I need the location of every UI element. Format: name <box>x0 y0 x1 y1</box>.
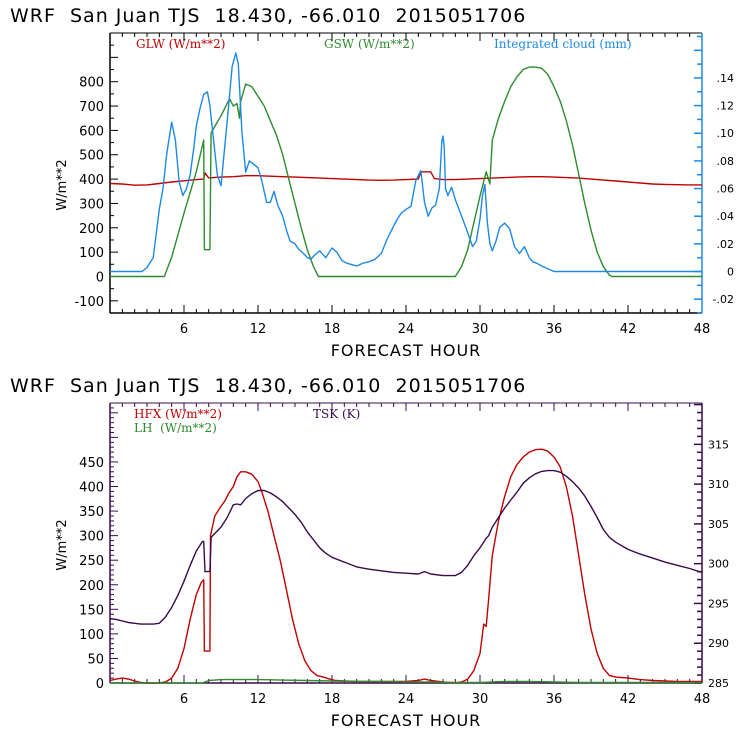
bottom-x-tick-label: 12 <box>250 692 267 707</box>
top-y2-tick-label: .04 <box>717 210 735 223</box>
top-axes: 6 12 18 24 30 36 42 48 -100 0 100 200 300 400 500 600 70… <box>74 32 735 337</box>
bottom-y2-tick-label: 295 <box>708 597 729 610</box>
flux-temperature-panel: WRF San Juan TJS 18.430, -66.010 2015051… <box>10 375 729 730</box>
bottom-y-tick-label: 250 <box>79 554 104 569</box>
top-x-tick-label: 30 <box>472 322 489 337</box>
top-y-tick-label: 700 <box>79 100 104 115</box>
top-y-tick-label: 500 <box>79 149 104 164</box>
bottom-y-tick-label: 100 <box>79 628 104 643</box>
series-gsw-line <box>110 66 702 278</box>
legend-lh: LH (W/m**2) <box>134 421 217 435</box>
series-glw-line <box>109 171 702 186</box>
top-x-tick-label: 18 <box>324 322 341 337</box>
top-y-tick-label: -100 <box>74 295 104 310</box>
bottom-y-tick-label: 0 <box>96 677 104 692</box>
series-hfx-line <box>109 448 702 684</box>
bottom-chart-title: WRF San Juan TJS 18.430, -66.010 2015051… <box>10 375 526 397</box>
top-y2-tick-label: .02 <box>717 238 735 251</box>
top-y2-tick-label: -.02 <box>713 293 734 306</box>
top-y2-tick-label: 0 <box>727 266 734 279</box>
top-x-tick-label: 48 <box>694 322 711 337</box>
bottom-y2-tick-label: 290 <box>708 637 729 650</box>
legend-glw: GLW (W/m**2) <box>136 37 225 51</box>
bottom-y2-tick-label: 285 <box>708 677 729 690</box>
bottom-y-tick-label: 150 <box>79 603 104 618</box>
top-y2-tick-label: .12 <box>717 100 735 113</box>
bottom-x-tick-label: 36 <box>546 692 563 707</box>
top-y-tick-label: 300 <box>79 197 104 212</box>
series-lh-line <box>110 678 702 684</box>
bottom-y2-tick-label: 310 <box>708 478 729 491</box>
series-tsk-line <box>109 469 703 625</box>
bottom-y2-tick-label: 315 <box>708 438 729 451</box>
top-x-tick-label: 42 <box>620 322 637 337</box>
bottom-y-tick-label: 300 <box>79 530 104 545</box>
top-y-tick-label: 0 <box>96 270 104 285</box>
bottom-x-tick-label: 42 <box>620 692 637 707</box>
bottom-x-tick-label: 6 <box>180 692 188 707</box>
bottom-y2-tick-label: 305 <box>708 518 729 531</box>
bottom-x-tick-label: 30 <box>472 692 489 707</box>
bottom-y-axis-label: W/m**2 <box>55 519 70 570</box>
top-x-axis-label: FORECAST HOUR <box>331 341 482 360</box>
radiation-cloud-panel: WRF San Juan TJS 18.430, -66.010 2015051… <box>10 5 734 360</box>
legend-hfx: HFX (W/m**2) <box>134 407 222 421</box>
bottom-axes: 6 12 18 24 30 36 42 48 0 50 100 150 200 250 300 350 400 4… <box>79 402 729 707</box>
top-y-tick-label: 600 <box>79 124 104 139</box>
top-x-tick-label: 12 <box>250 322 267 337</box>
top-y-tick-label: 400 <box>79 173 104 188</box>
top-series <box>109 52 702 278</box>
top-x-tick-label: 36 <box>546 322 563 337</box>
top-y-tick-label: 100 <box>79 246 104 261</box>
bottom-y-tick-label: 450 <box>79 456 104 471</box>
top-y-tick-label: 200 <box>79 222 104 237</box>
bottom-y-tick-label: 400 <box>79 481 104 496</box>
top-y-axis-label: W/m**2 <box>55 159 70 210</box>
top-x-tick-label: 6 <box>180 322 188 337</box>
bottom-y-tick-label: 200 <box>79 579 104 594</box>
series-integrated-line <box>110 52 702 273</box>
bottom-y-tick-label: 350 <box>79 505 104 520</box>
bottom-series <box>109 448 703 684</box>
legend-tsk: TSK (K) <box>313 407 360 421</box>
legend-gsw: GSW (W/m**2) <box>324 37 415 51</box>
top-x-tick-label: 24 <box>398 322 415 337</box>
bottom-x-tick-label: 18 <box>324 692 341 707</box>
top-y2-tick-label: .14 <box>717 72 735 85</box>
bottom-x-tick-label: 24 <box>398 692 415 707</box>
top-y-tick-label: 800 <box>79 76 104 91</box>
top-y2-tick-label: .06 <box>717 183 735 196</box>
bottom-x-tick-label: 48 <box>694 692 711 707</box>
legend-cloud: Integrated cloud (mm) <box>494 37 632 51</box>
bottom-x-axis-label: FORECAST HOUR <box>331 711 482 730</box>
top-y2-tick-label: .10 <box>717 127 735 140</box>
bottom-y2-tick-label: 300 <box>708 558 729 571</box>
top-y2-tick-label: .08 <box>717 155 735 168</box>
top-chart-title: WRF San Juan TJS 18.430, -66.010 2015051… <box>10 5 526 27</box>
bottom-y-tick-label: 50 <box>87 652 104 667</box>
